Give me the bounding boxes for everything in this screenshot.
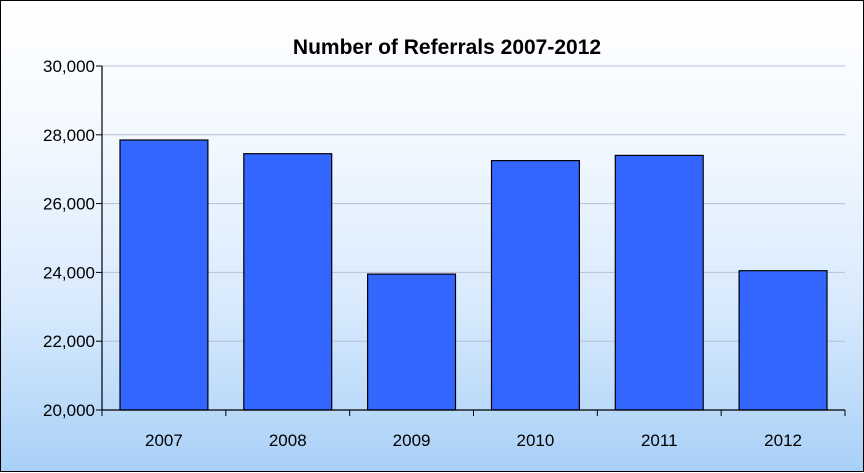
- y-tick-label: 22,000: [43, 332, 95, 351]
- x-tick-labels: 2007 2008 2009 2010 2011 2012: [145, 431, 802, 450]
- y-tick-label: 26,000: [43, 195, 95, 214]
- x-tick-label: 2011: [641, 431, 678, 450]
- x-tick-label: 2007: [145, 431, 183, 450]
- x-tick-label: 2008: [269, 431, 307, 450]
- bar-2011: [614, 154, 704, 411]
- y-tick-label: 20,000: [43, 401, 95, 420]
- x-tick-label: 2010: [517, 431, 555, 450]
- bar-2012: [738, 270, 828, 411]
- bar-2008: [243, 153, 333, 411]
- y-tick-label: 24,000: [43, 263, 95, 282]
- bar-2009: [367, 273, 457, 411]
- axes: [96, 65, 846, 416]
- bars: [119, 139, 828, 411]
- y-tick-label: 30,000: [43, 57, 95, 76]
- bar-2010: [490, 160, 581, 411]
- x-tick-label: 2012: [764, 431, 802, 450]
- x-tick-label: 2009: [393, 431, 431, 450]
- y-tick-label: 28,000: [43, 126, 95, 145]
- gridlines: [102, 65, 845, 342]
- bar-2007: [119, 139, 209, 411]
- y-tick-labels: 20,000 22,000 24,000 26,000 28,000 30,000: [43, 57, 95, 420]
- chart-title: Number of Referrals 2007-2012: [293, 36, 601, 59]
